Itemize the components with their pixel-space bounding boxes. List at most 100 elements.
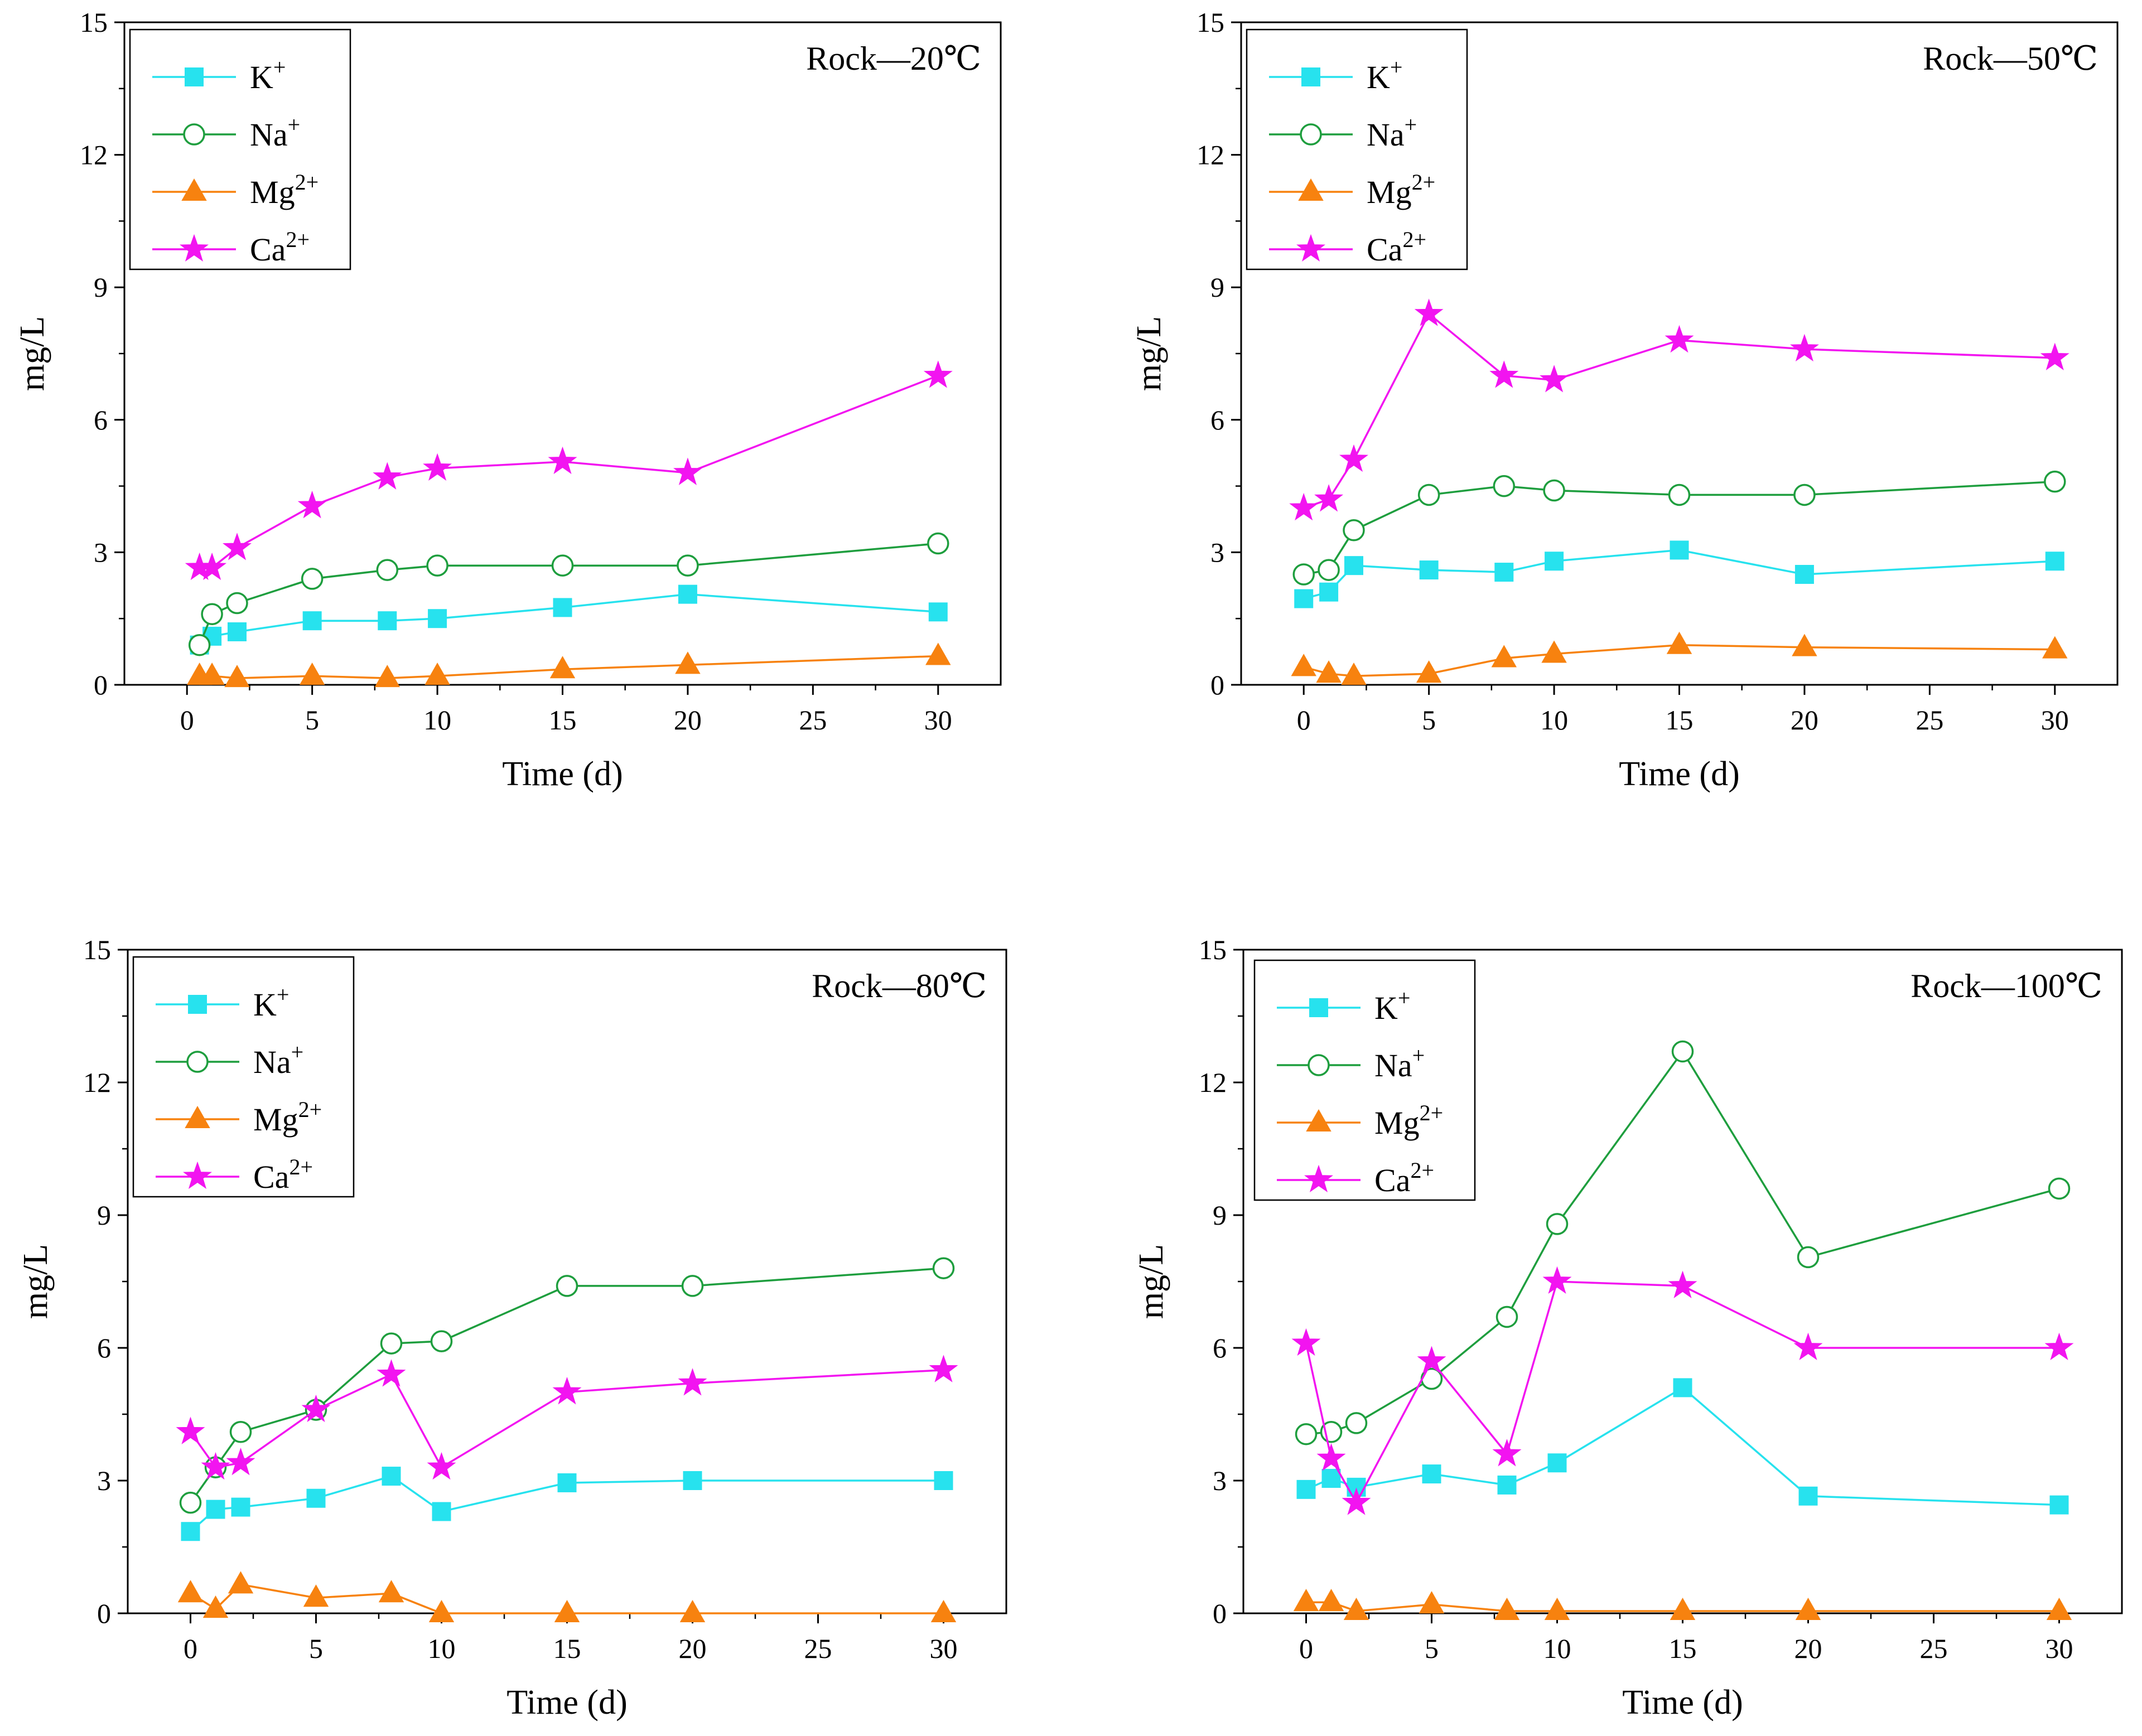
data-point-mg xyxy=(1494,1598,1520,1621)
data-point-ca xyxy=(1542,1266,1572,1294)
x-tick-label: 25 xyxy=(799,704,827,736)
data-point-ca xyxy=(923,360,953,388)
legend-label-base: Mg xyxy=(1374,1105,1420,1141)
data-point-mg xyxy=(374,665,401,688)
legend-marker-na xyxy=(183,123,205,146)
data-point-k xyxy=(2049,1495,2069,1515)
x-tick-label: 10 xyxy=(428,1633,456,1664)
data-point-ca xyxy=(423,453,452,481)
x-tick-label: 10 xyxy=(1540,704,1568,736)
data-point-na xyxy=(301,568,324,590)
data-point-na xyxy=(677,554,699,577)
y-tick-label: 12 xyxy=(1197,139,1224,171)
y-tick-label: 9 xyxy=(97,1200,111,1231)
data-point-mg xyxy=(378,1580,404,1603)
data-point-na xyxy=(2048,1177,2071,1200)
x-tick-label: 5 xyxy=(305,704,319,736)
legend-label-base: Na xyxy=(250,117,288,153)
x-axis-title: Time (d) xyxy=(502,755,623,793)
data-point-k xyxy=(432,1502,451,1521)
legend-label-superscript: 2+ xyxy=(1412,170,1436,195)
data-point-ca xyxy=(1492,1439,1522,1467)
y-tick-label: 6 xyxy=(1213,1332,1227,1363)
x-axis-title: Time (d) xyxy=(506,1684,627,1722)
legend-label-base: Na xyxy=(1367,117,1405,153)
legend-marker-ca xyxy=(1296,234,1325,262)
legend-marker-k xyxy=(1301,67,1320,86)
data-point-ca xyxy=(301,1394,331,1423)
data-point-na xyxy=(1345,1412,1368,1434)
y-tick-label: 0 xyxy=(1213,1598,1227,1629)
data-point-k xyxy=(1673,1378,1692,1397)
legend-marker-k xyxy=(1309,998,1328,1017)
legend-label-k: K+ xyxy=(1367,55,1402,95)
data-point-mg xyxy=(303,1584,329,1607)
data-point-mg xyxy=(428,1599,455,1622)
legend-label-superscript: 2+ xyxy=(1420,1100,1444,1125)
data-point-mg xyxy=(554,1599,580,1622)
data-point-ca xyxy=(226,1448,255,1476)
data-point-ca xyxy=(176,1416,205,1444)
x-axis-title: Time (d) xyxy=(1619,755,1739,793)
data-point-mg xyxy=(679,1599,706,1622)
data-point-k xyxy=(1545,552,1564,571)
legend-label-superscript: + xyxy=(273,55,286,80)
x-tick-label: 20 xyxy=(1791,704,1818,736)
data-point-ca xyxy=(1489,360,1519,388)
data-point-mg xyxy=(2042,636,2068,659)
legend-label-base: Ca xyxy=(250,231,286,268)
data-point-mg xyxy=(177,1580,204,1603)
x-tick-label: 10 xyxy=(1543,1633,1571,1664)
legend-label-base: K xyxy=(1374,990,1398,1026)
x-tick-label: 20 xyxy=(1794,1633,1822,1664)
data-point-ca xyxy=(1417,1346,1446,1374)
data-point-na xyxy=(226,592,248,615)
data-point-mg xyxy=(1795,1598,1821,1621)
legend-label-superscript: + xyxy=(288,112,301,137)
data-point-mg xyxy=(549,656,576,679)
data-point-ca xyxy=(1342,1487,1371,1515)
legend-label-superscript: 2+ xyxy=(286,227,310,252)
data-point-k xyxy=(553,598,572,617)
data-point-k xyxy=(2045,552,2064,571)
legend-label-superscript: + xyxy=(1405,112,1417,137)
data-point-ca xyxy=(197,552,227,581)
data-point-k xyxy=(683,1471,702,1490)
legend-label-mg: Mg2+ xyxy=(253,1097,322,1138)
y-axis-title: mg/L xyxy=(13,316,51,391)
data-point-na xyxy=(188,634,211,656)
y-tick-label: 3 xyxy=(1213,1465,1227,1496)
legend-label-superscript: + xyxy=(277,982,290,1007)
legend-label-superscript: + xyxy=(1412,1043,1425,1068)
data-point-na xyxy=(179,1491,202,1514)
data-point-na xyxy=(430,1330,453,1352)
data-point-na xyxy=(1793,483,1816,506)
legend: K+Na+Mg2+Ca2+ xyxy=(132,956,355,1198)
y-tick-label: 12 xyxy=(1199,1067,1227,1098)
y-tick-label: 0 xyxy=(1210,669,1224,700)
legend-marker-na xyxy=(1300,123,1322,146)
legend-label-base: Mg xyxy=(1367,174,1412,210)
data-point-na xyxy=(1543,479,1565,502)
x-tick-label: 15 xyxy=(553,1633,581,1664)
x-tick-label: 5 xyxy=(1425,1633,1439,1664)
legend-label-base: K xyxy=(253,987,277,1023)
data-point-ca xyxy=(673,457,702,485)
y-tick-label: 15 xyxy=(80,7,108,38)
data-point-mg xyxy=(2046,1598,2072,1621)
data-point-ca xyxy=(1414,298,1444,326)
data-point-mg xyxy=(1343,1598,1369,1621)
y-tick-label: 6 xyxy=(94,404,108,436)
data-point-na xyxy=(1292,563,1315,586)
x-tick-label: 0 xyxy=(184,1633,197,1664)
legend-marker-k xyxy=(185,67,204,86)
legend-marker-mg xyxy=(1306,1109,1331,1131)
data-point-na xyxy=(229,1420,252,1443)
data-point-k xyxy=(382,1467,401,1486)
data-point-k xyxy=(428,609,447,628)
x-tick-label: 15 xyxy=(1666,704,1694,736)
legend-marker-mg xyxy=(185,1105,210,1128)
data-point-k xyxy=(1422,1464,1441,1484)
data-point-mg xyxy=(202,1595,229,1618)
data-point-mg xyxy=(1419,1591,1445,1614)
